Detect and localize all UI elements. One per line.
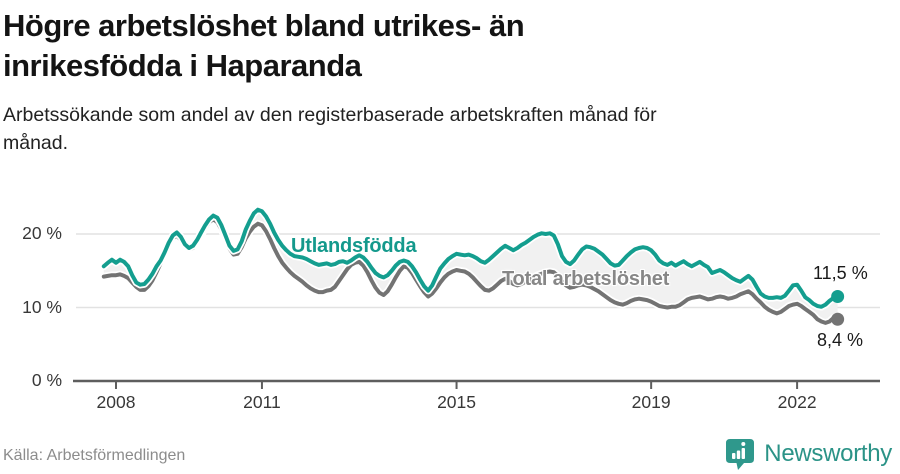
x-axis-label: 2019 <box>631 392 671 412</box>
chart-title: Högre arbetslöshet bland utrikes- än inr… <box>3 6 525 86</box>
chart-subtitle-line-1: Arbetssökande som andel av den registerb… <box>3 104 657 126</box>
x-axis-label: 2015 <box>437 392 477 412</box>
x-axis-label: 2008 <box>96 392 136 412</box>
series-band-fill <box>103 209 838 323</box>
newsworthy-wordmark: Newsworthy <box>764 440 892 467</box>
series-label-utlandsfodda: Utlandsfödda <box>291 235 417 257</box>
end-value-utlandsfodda: 11,5 % <box>813 263 868 283</box>
y-axis-label: 20 % <box>22 223 62 243</box>
chart-title-line-1: Högre arbetslöshet bland utrikes- än <box>3 8 525 43</box>
x-axis-label: 2011 <box>243 392 281 412</box>
series-line-utlandsfodda <box>101 207 840 309</box>
chart-subtitle-line-2: månad. <box>3 132 69 154</box>
series-end-dot-utlandsfodda <box>831 289 845 303</box>
series-end-dot-total <box>831 312 845 326</box>
y-axis-label: 10 % <box>22 296 62 317</box>
chart-subtitle: Arbetssökande som andel av den registerb… <box>3 101 657 157</box>
series-label-total-arbetsloshet: Total arbetslöshet <box>502 268 670 290</box>
newsworthy-logo: Newsworthy <box>723 437 892 471</box>
chart-title-line-2: inrikesfödda i Haparanda <box>3 48 362 83</box>
source-caption: Källa: Arbetsförmedlingen <box>3 447 186 464</box>
newsworthy-bars-icon <box>726 439 755 470</box>
end-value-total-arbetsloshet: 8,4 % <box>817 330 864 350</box>
x-axis-label: 2022 <box>777 392 817 412</box>
y-axis-label: 0 % <box>31 370 62 390</box>
